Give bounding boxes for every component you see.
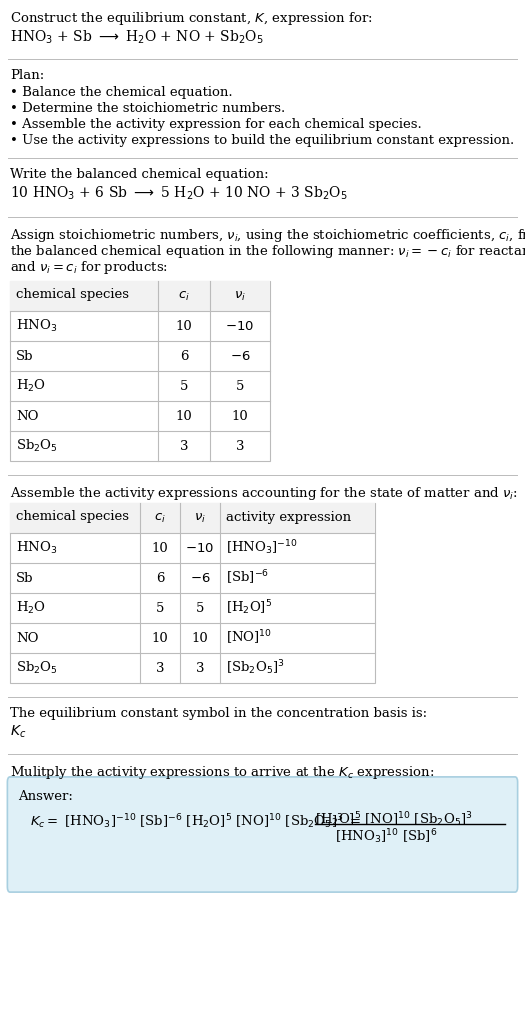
Text: Answer:: Answer: (18, 790, 73, 803)
Text: 5: 5 (196, 601, 204, 615)
Text: HNO$_3$ + Sb $\longrightarrow$ H$_2$O + NO + Sb$_2$O$_5$: HNO$_3$ + Sb $\longrightarrow$ H$_2$O + … (10, 29, 264, 46)
Text: 5: 5 (236, 380, 244, 392)
Text: [H$_2$O]$^5$: [H$_2$O]$^5$ (226, 598, 272, 618)
Text: chemical species: chemical species (16, 510, 129, 523)
Text: Sb: Sb (16, 572, 34, 584)
Text: [Sb]$^{-6}$: [Sb]$^{-6}$ (226, 569, 269, 587)
Text: 10: 10 (152, 541, 169, 554)
Text: The equilibrium constant symbol in the concentration basis is:: The equilibrium constant symbol in the c… (10, 707, 427, 720)
Text: HNO$_3$: HNO$_3$ (16, 318, 57, 334)
Text: 6: 6 (180, 349, 188, 362)
Text: • Assemble the activity expression for each chemical species.: • Assemble the activity expression for e… (10, 118, 422, 131)
Text: Mulitply the activity expressions to arrive at the $K_c$ expression:: Mulitply the activity expressions to arr… (10, 764, 434, 781)
Text: 10: 10 (192, 632, 208, 644)
Text: $K_c = $ [HNO$_3$]$^{-10}$ [Sb]$^{-6}$ [H$_2$O]$^5$ [NO]$^{10}$ [Sb$_2$O$_5$]$^3: $K_c = $ [HNO$_3$]$^{-10}$ [Sb]$^{-6}$ [… (30, 812, 361, 831)
Text: Sb$_2$O$_5$: Sb$_2$O$_5$ (16, 438, 58, 454)
Text: activity expression: activity expression (226, 512, 351, 525)
Text: HNO$_3$: HNO$_3$ (16, 540, 57, 556)
Text: $-10$: $-10$ (185, 541, 215, 554)
Text: • Use the activity expressions to build the equilibrium constant expression.: • Use the activity expressions to build … (10, 134, 514, 147)
Text: $\nu_i$: $\nu_i$ (234, 289, 246, 302)
Text: $-10$: $-10$ (225, 320, 255, 333)
Text: 3: 3 (236, 439, 244, 452)
Text: 10: 10 (152, 632, 169, 644)
Text: Plan:: Plan: (10, 69, 44, 82)
Text: [HNO$_3$]$^{-10}$: [HNO$_3$]$^{-10}$ (226, 539, 298, 557)
Text: [HNO$_3$]$^{10}$ [Sb]$^6$: [HNO$_3$]$^{10}$ [Sb]$^6$ (335, 827, 437, 845)
Text: chemical species: chemical species (16, 288, 129, 301)
Text: $K_c$: $K_c$ (10, 724, 26, 740)
Text: NO: NO (16, 409, 38, 423)
Text: 5: 5 (156, 601, 164, 615)
Text: [NO]$^{10}$: [NO]$^{10}$ (226, 629, 272, 647)
Text: $-6$: $-6$ (230, 349, 250, 362)
Text: 5: 5 (180, 380, 188, 392)
Text: 10: 10 (232, 409, 248, 423)
Text: 3: 3 (180, 439, 188, 452)
Text: • Determine the stoichiometric numbers.: • Determine the stoichiometric numbers. (10, 102, 285, 115)
Text: Construct the equilibrium constant, $K$, expression for:: Construct the equilibrium constant, $K$,… (10, 10, 373, 27)
Text: H$_2$O: H$_2$O (16, 378, 46, 394)
Text: $\nu_i$: $\nu_i$ (194, 512, 206, 525)
Text: 3: 3 (196, 662, 204, 675)
Text: [H$_2$O]$^5$ [NO]$^{10}$ [Sb$_2$O$_5$]$^3$: [H$_2$O]$^5$ [NO]$^{10}$ [Sb$_2$O$_5$]$^… (315, 810, 472, 829)
Text: Sb: Sb (16, 349, 34, 362)
Text: 10: 10 (176, 320, 192, 333)
Text: the balanced chemical equation in the following manner: $\nu_i = -c_i$ for react: the balanced chemical equation in the fo… (10, 243, 525, 260)
Text: [Sb$_2$O$_5$]$^3$: [Sb$_2$O$_5$]$^3$ (226, 659, 285, 677)
Text: H$_2$O: H$_2$O (16, 600, 46, 616)
Text: Sb$_2$O$_5$: Sb$_2$O$_5$ (16, 660, 58, 676)
Text: 3: 3 (156, 662, 164, 675)
Text: • Balance the chemical equation.: • Balance the chemical equation. (10, 86, 233, 99)
Text: $c_i$: $c_i$ (154, 512, 166, 525)
Text: Write the balanced chemical equation:: Write the balanced chemical equation: (10, 168, 269, 181)
Text: $-6$: $-6$ (190, 572, 211, 584)
Text: 6: 6 (156, 572, 164, 584)
Text: $c_i$: $c_i$ (178, 289, 190, 302)
Text: and $\nu_i = c_i$ for products:: and $\nu_i = c_i$ for products: (10, 259, 168, 276)
Text: 10: 10 (176, 409, 192, 423)
Text: 10 HNO$_3$ + 6 Sb $\longrightarrow$ 5 H$_2$O + 10 NO + 3 Sb$_2$O$_5$: 10 HNO$_3$ + 6 Sb $\longrightarrow$ 5 H$… (10, 185, 348, 202)
Text: Assign stoichiometric numbers, $\nu_i$, using the stoichiometric coefficients, $: Assign stoichiometric numbers, $\nu_i$, … (10, 227, 525, 244)
Text: NO: NO (16, 632, 38, 644)
Text: Assemble the activity expressions accounting for the state of matter and $\nu_i$: Assemble the activity expressions accoun… (10, 485, 518, 502)
